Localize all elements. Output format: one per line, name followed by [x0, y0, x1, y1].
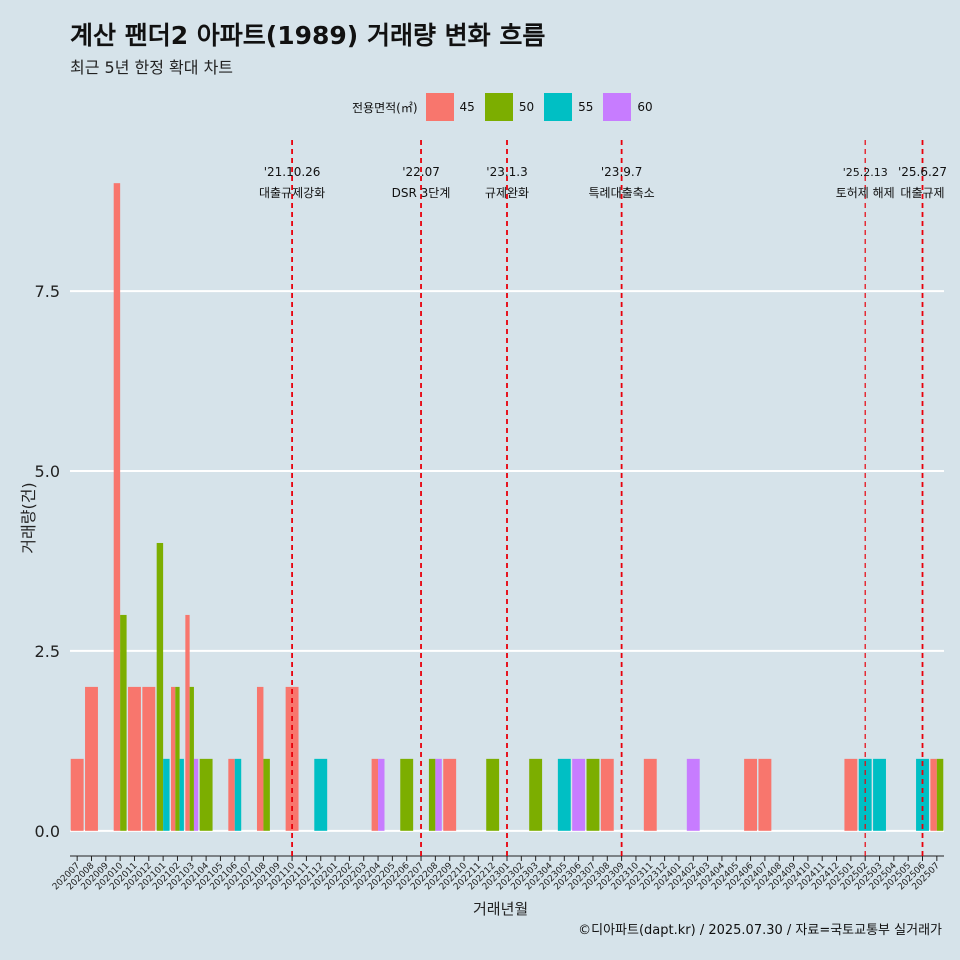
chart-title: 계산 팬더2 아파트(1989) 거래량 변화 흐름: [70, 21, 546, 50]
bar-45: [758, 758, 772, 831]
bar-45: [744, 758, 758, 831]
legend-label-60: 60: [637, 100, 653, 114]
bar-60: [435, 758, 442, 831]
bar-45: [443, 758, 457, 831]
y-tick-label: 2.5: [35, 642, 60, 661]
bar-45: [185, 614, 190, 831]
event-text-label: 대출규제: [900, 186, 944, 200]
legend-title: 전용면적(㎡): [352, 100, 418, 115]
legend-item-45: 45: [425, 93, 475, 121]
bar-45: [113, 183, 121, 831]
chart-subtitle: 최근 5년 한정 확대 차트: [70, 58, 234, 77]
bar-45: [128, 686, 141, 831]
legend-item-55: 55: [544, 93, 593, 121]
legend-swatch-55: [544, 93, 573, 121]
bar-60: [686, 758, 700, 831]
bar-55: [163, 758, 170, 831]
bar-45: [844, 758, 858, 831]
bar-50: [586, 758, 600, 831]
legend-swatch-50: [484, 93, 513, 121]
y-tick-label: 5.0: [35, 462, 60, 481]
bar-55: [179, 758, 184, 831]
event-text-label: DSR 3단계: [392, 186, 451, 200]
event-text-label: 규제완화: [485, 186, 529, 200]
bar-50: [156, 542, 164, 831]
bar-50: [263, 758, 270, 831]
y-tick-label: 0.0: [35, 822, 60, 841]
bar-60: [378, 758, 385, 831]
bar-50: [175, 686, 180, 831]
legend-label-50: 50: [518, 100, 535, 114]
bar-45: [228, 758, 235, 831]
event-date-label: '23.1.3: [486, 165, 527, 179]
legend-label-45: 45: [459, 100, 475, 114]
event-date-label: '21.10.26: [264, 165, 321, 179]
bar-45: [600, 758, 614, 831]
bar-60: [572, 758, 586, 831]
bar-55: [858, 758, 872, 831]
legend-label-55: 55: [578, 100, 594, 114]
bar-50: [400, 758, 414, 831]
bar-45: [285, 686, 299, 831]
event-text-label: 대출규제강화: [259, 186, 325, 200]
bar-50: [428, 758, 436, 831]
bar-50: [120, 614, 127, 831]
bar-55: [314, 758, 328, 831]
y-axis-label: 거래량(건): [19, 482, 38, 553]
legend: 전용면적(㎡) 45 50 55 60: [352, 92, 663, 122]
bar-50: [486, 758, 500, 831]
y-tick-label: 7.5: [35, 282, 60, 301]
bar-45: [85, 686, 98, 831]
event-text-label: 특례대출축소: [588, 186, 654, 200]
source-caption: ©디아파트(dapt.kr) / 2025.07.30 / 자료=국토교통부 실…: [578, 923, 942, 938]
bar-45: [142, 686, 156, 831]
event-date-label: '22.07: [402, 165, 440, 179]
bar-55: [234, 758, 242, 831]
legend-swatch-60: [603, 93, 632, 121]
bar-60: [193, 758, 199, 831]
bar-45: [70, 758, 84, 831]
event-date-label: '25.6.27: [898, 165, 947, 179]
bar-45: [371, 758, 379, 831]
legend-item-50: 50: [484, 93, 535, 121]
bar-50: [189, 686, 194, 831]
bar-45: [171, 686, 176, 831]
bar-50: [199, 758, 213, 831]
bar-55: [916, 758, 929, 831]
bar-45: [930, 758, 937, 831]
bar-45: [256, 686, 264, 831]
event-text-label: 토허제 해제: [836, 186, 895, 200]
legend-item-60: 60: [603, 93, 653, 121]
bar-50: [936, 758, 944, 831]
bar-55: [557, 758, 571, 831]
event-date-label: '23.9.7: [601, 165, 642, 179]
legend-swatch-45: [425, 93, 454, 121]
event-date-label: '25.2.13: [843, 166, 888, 179]
bar-55: [873, 758, 886, 831]
x-axis-label: 거래년월: [473, 900, 529, 918]
bar-45: [643, 758, 657, 831]
bar-50: [529, 758, 543, 831]
